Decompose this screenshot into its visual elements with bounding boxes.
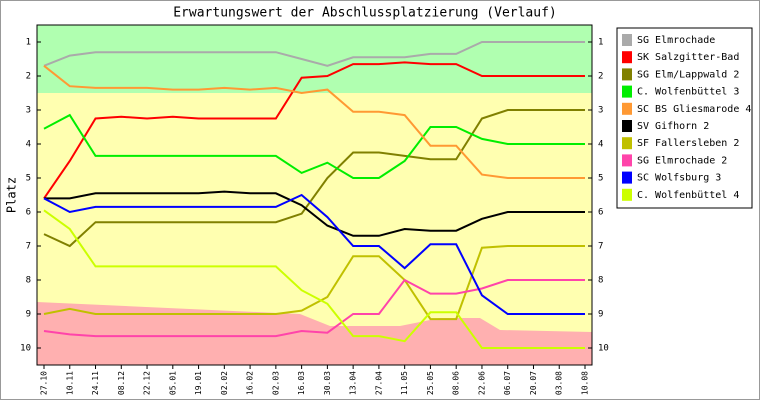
x-tick-label: 13.04 [349,371,358,395]
x-tick-label: 16.02 [246,371,255,395]
y-tick-label: 9 [26,310,31,320]
y-tick-label-right: 2 [598,72,603,82]
x-tick-label: 08.06 [452,371,461,395]
legend-label: SF Fallersleben 2 [637,138,739,149]
series-line [43,245,585,321]
x-tick-label: 16.03 [297,371,306,395]
legend-label: SV Gifhorn 2 [637,121,709,132]
x-tick-label: 30.03 [323,371,332,395]
y-tick-label: 4 [26,140,31,150]
x-tick-label: 03.08 [555,371,564,395]
y-tick-label: 1 [26,38,31,48]
series-line [43,61,585,199]
x-tick-label: 22.12 [143,371,152,395]
series-line [43,278,585,338]
x-tick-label: 20.07 [529,371,538,395]
x-tick-label: 02.02 [220,371,229,395]
y-tick-label: 2 [26,72,31,82]
legend-swatch [622,102,632,115]
legend-label: SG Elmrochade [637,35,715,46]
y-tick-label: 10 [20,344,31,354]
y-tick-label: 3 [26,106,31,116]
x-tick-label: 24.11 [91,371,100,395]
legend-swatch [622,68,632,81]
x-tick-label: 08.12 [117,371,126,395]
series-line [43,65,585,179]
x-tick-label: 10.11 [65,371,74,395]
legend-swatch [622,85,632,98]
series-line [44,190,585,237]
legend-label: SG Elm/Lappwald 2 [637,69,739,80]
y-tick-label-right: 3 [598,106,603,116]
x-tick-label: 19.01 [194,371,203,395]
y-tick-label-right: 7 [598,242,603,252]
x-tick-label: 06.07 [503,371,512,395]
legend-label: C. Wolfenbüttel 4 [637,190,739,201]
y-tick-label-right: 9 [598,310,603,320]
zone-top [37,25,592,93]
legend-label: SC Wolfsburg 3 [637,173,721,184]
zone-bottom [37,302,592,365]
y-tick-label-right: 5 [598,174,603,184]
y-tick-label: 8 [26,276,31,286]
legend-swatch [622,137,632,150]
x-tick-label: 11.05 [400,371,409,395]
legend-swatch [622,51,632,64]
x-tick-label: 22.06 [477,371,486,395]
x-tick-label: 27.04 [374,371,383,395]
legend-label: SK Salzgitter-Bad [637,52,739,63]
series-line [43,193,585,315]
series-line [43,109,585,248]
legend-label: SG Elmrochade 2 [637,155,727,166]
y-tick-label: 7 [26,242,31,252]
y-tick-label-right: 6 [598,208,603,218]
y-tick-label: 5 [26,174,31,184]
legend-swatch [622,154,632,167]
legend-swatch [622,188,632,201]
legend-swatch [622,34,632,46]
legend-swatch [622,171,632,184]
y-tick-label: 6 [26,208,31,218]
legend-swatch [622,120,632,132]
x-tick-label: 27.10 [40,371,49,395]
y-tick-label-right: 1 [598,38,603,48]
x-tick-label: 02.03 [271,371,280,395]
x-tick-label: 25.05 [426,371,435,395]
series-line [43,113,585,179]
legend-label: SC BS Gliesmarode 4 [637,104,751,115]
chart-title: Erwartungswert der Abschlussplatzierung … [173,6,557,21]
x-tick-label: 05.01 [168,371,177,395]
legend-label: C. Wolfenbüttel 3 [637,87,739,98]
series-line [43,41,585,67]
plot-border [36,24,593,366]
x-tick-label: 10.08 [581,371,590,395]
legend [616,27,753,209]
series-line [43,209,585,349]
y-tick-label-right: 4 [598,140,603,150]
y-tick-label-right: 8 [598,276,603,286]
y-axis-label: Platz [5,177,19,213]
y-tick-label-right: 10 [598,344,609,354]
